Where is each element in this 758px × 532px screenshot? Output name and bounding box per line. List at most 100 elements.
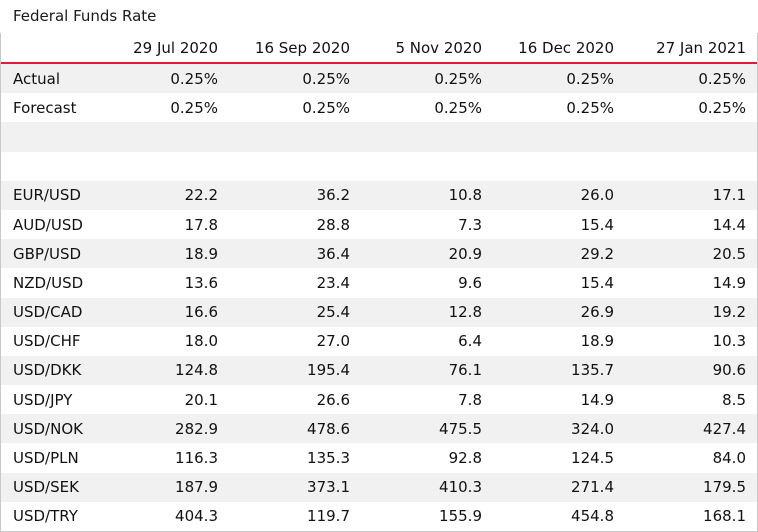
table-cell: 8.5	[722, 390, 746, 409]
table-cell: 10.3	[712, 332, 746, 351]
table-cell: 84.0	[712, 449, 746, 468]
table-row: USD/SEK 187.9 373.1 410.3 271.4 179.5	[1, 472, 757, 502]
table-cell: 7.8	[458, 390, 482, 409]
row-label: Actual	[13, 69, 60, 88]
table-row: GBP/USD 18.9 36.4 20.9 29.2 20.5	[1, 239, 757, 269]
table-cell: 427.4	[703, 419, 746, 438]
table-row	[1, 122, 757, 152]
table-cell: 36.2	[316, 186, 350, 205]
row-label: USD/TRY	[13, 507, 78, 526]
table-cell: 0.25%	[698, 98, 746, 117]
table-cell: 16.6	[184, 303, 218, 322]
table-cell: 454.8	[571, 507, 614, 526]
table-row: USD/TRY 404.3 119.7 155.9 454.8 168.1	[1, 501, 757, 531]
table-cell: 23.4	[316, 273, 350, 292]
table-title: Federal Funds Rate	[13, 7, 157, 25]
row-label: USD/CAD	[13, 303, 83, 322]
table-cell: 17.8	[184, 215, 218, 234]
row-label: Forecast	[13, 98, 77, 117]
table-row: EUR/USD 22.2 36.2 10.8 26.0 17.1	[1, 180, 757, 210]
table-cell: 475.5	[439, 419, 482, 438]
table-cell: 20.5	[712, 244, 746, 263]
table-cell: 373.1	[307, 478, 350, 497]
table-cell: 22.2	[184, 186, 218, 205]
table-cell: 0.25%	[566, 98, 614, 117]
table-cell: 13.6	[184, 273, 218, 292]
table-cell: 17.1	[712, 186, 746, 205]
table-cell: 135.3	[307, 449, 350, 468]
table-cell: 6.4	[458, 332, 482, 351]
table-cell: 15.4	[580, 215, 614, 234]
row-label: GBP/USD	[13, 244, 82, 263]
table-cell: 19.2	[712, 303, 746, 322]
table-cell: 14.9	[712, 273, 746, 292]
table-cell: 10.8	[448, 186, 482, 205]
data-table: 29 Jul 2020 16 Sep 2020 5 Nov 2020 16 De…	[0, 33, 758, 532]
table-cell: 26.0	[580, 186, 614, 205]
table-row: USD/DKK 124.8 195.4 76.1 135.7 90.6	[1, 355, 757, 386]
table-row: NZD/USD 13.6 23.4 9.6 15.4 14.9	[1, 268, 757, 298]
table-cell: 0.25%	[302, 98, 350, 117]
table-cell: 14.4	[712, 215, 746, 234]
table-cell: 36.4	[316, 244, 350, 263]
table-row: Forecast 0.25% 0.25% 0.25% 0.25% 0.25%	[1, 93, 757, 123]
table-row: USD/NOK 282.9 478.6 475.5 324.0 427.4	[1, 414, 757, 444]
table-header-row: 29 Jul 2020 16 Sep 2020 5 Nov 2020 16 De…	[1, 33, 757, 64]
table-cell: 124.5	[571, 449, 614, 468]
table-cell: 28.8	[316, 215, 350, 234]
table-cell: 282.9	[175, 419, 218, 438]
table-row: USD/CHF 18.0 27.0 6.4 18.9 10.3	[1, 326, 757, 356]
table-body: Actual 0.25% 0.25% 0.25% 0.25% 0.25% Forecast 0…	[1, 64, 757, 531]
row-label: USD/SEK	[13, 478, 79, 497]
table-cell: 119.7	[307, 507, 350, 526]
table-cell: 26.9	[580, 303, 614, 322]
table-row: USD/CAD 16.6 25.4 12.8 26.9 19.2	[1, 297, 757, 327]
row-label: NZD/USD	[13, 273, 84, 292]
table-cell: 478.6	[307, 419, 350, 438]
table-cell: 410.3	[439, 478, 482, 497]
row-label: EUR/USD	[13, 186, 81, 205]
table-cell: 0.25%	[170, 69, 218, 88]
table-cell: 0.25%	[434, 98, 482, 117]
table-cell: 27.0	[316, 332, 350, 351]
table-cell: 12.8	[448, 303, 482, 322]
table-cell: 18.9	[184, 244, 218, 263]
table-cell: 18.9	[580, 332, 614, 351]
table-cell: 271.4	[571, 478, 614, 497]
table-cell: 135.7	[571, 361, 614, 380]
table-cell: 18.0	[184, 332, 218, 351]
table-row: Actual 0.25% 0.25% 0.25% 0.25% 0.25%	[1, 64, 757, 94]
table-cell: 14.9	[580, 390, 614, 409]
table-cell: 90.6	[712, 361, 746, 380]
row-label: AUD/USD	[13, 215, 83, 234]
row-label: USD/CHF	[13, 332, 81, 351]
table-cell: 155.9	[439, 507, 482, 526]
table-cell: 76.1	[448, 361, 482, 380]
row-label: USD/NOK	[13, 419, 83, 438]
row-label: USD/DKK	[13, 361, 82, 380]
table-row: AUD/USD 17.8 28.8 7.3 15.4 14.4	[1, 209, 757, 240]
row-label: USD/PLN	[13, 449, 79, 468]
header-cell: 5 Nov 2020	[395, 38, 482, 57]
table-cell: 116.3	[175, 449, 218, 468]
table-cell: 179.5	[703, 478, 746, 497]
header-cell: 27 Jan 2021	[656, 38, 746, 57]
table-row	[1, 151, 757, 181]
table-cell: 187.9	[175, 478, 218, 497]
table-cell: 92.8	[448, 449, 482, 468]
row-label: USD/JPY	[13, 390, 73, 409]
table-cell: 15.4	[580, 273, 614, 292]
table-cell: 9.6	[458, 273, 482, 292]
header-cell: 29 Jul 2020	[133, 38, 218, 57]
table-cell: 0.25%	[698, 69, 746, 88]
table-cell: 25.4	[316, 303, 350, 322]
table-cell: 0.25%	[566, 69, 614, 88]
table-row: USD/PLN 116.3 135.3 92.8 124.5 84.0	[1, 443, 757, 473]
table-cell: 324.0	[571, 419, 614, 438]
table-cell: 26.6	[316, 390, 350, 409]
table-cell: 0.25%	[302, 69, 350, 88]
table-cell: 20.9	[448, 244, 482, 263]
table-cell: 195.4	[307, 361, 350, 380]
table-cell: 20.1	[184, 390, 218, 409]
table-cell: 404.3	[175, 507, 218, 526]
